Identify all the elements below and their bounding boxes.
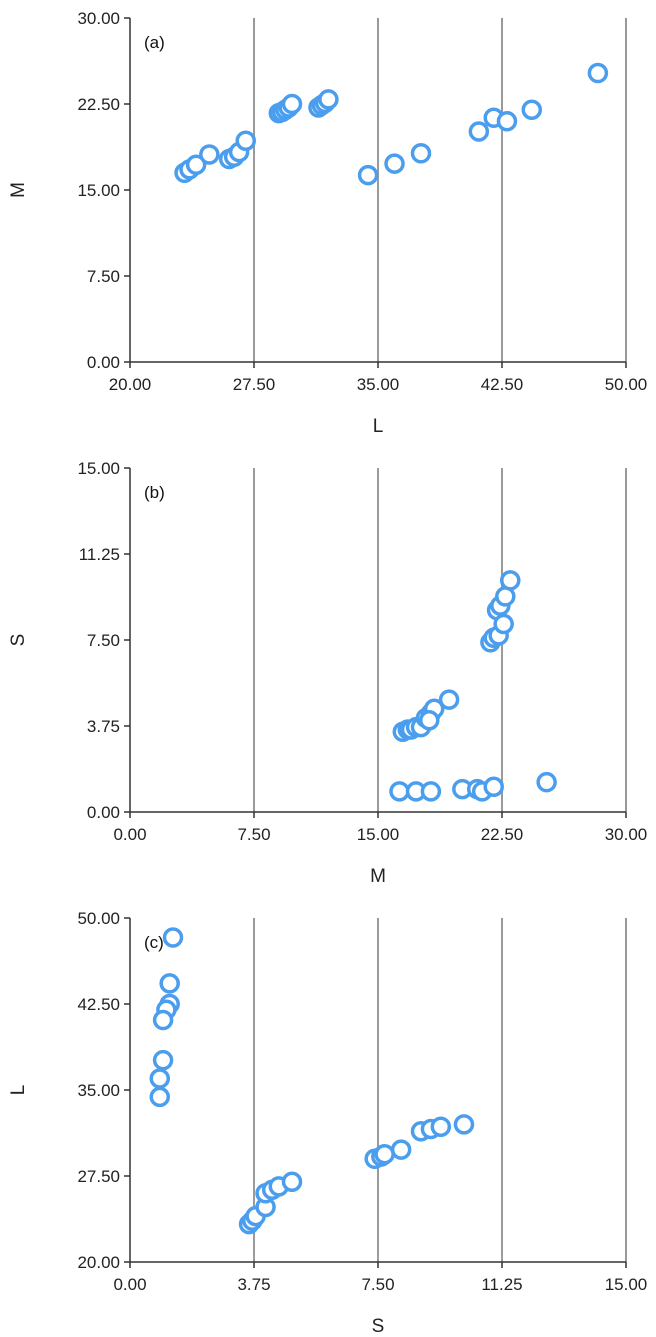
data-point: [152, 1049, 174, 1071]
chart-panel-1: 20.00 27.50 35.00 42.50 50.00 0.00 7.50 15.00 22…: [8, 9, 647, 437]
data-point: [587, 62, 609, 84]
y-tick-label: 11.25: [79, 545, 120, 564]
chart-panel-2: 0.00 7.50 15.00 22.50 30.00 0.00 3.75 7.50 11.25…: [8, 459, 647, 887]
y-tick-label: 0.00: [87, 803, 120, 822]
data-point: [384, 153, 405, 174]
y-tick-label: 42.50: [77, 995, 120, 1014]
data-point: [496, 110, 518, 132]
data-point: [419, 710, 440, 731]
data-point: [521, 99, 543, 120]
data-point: [159, 973, 180, 994]
x-tick-label: 30.00: [605, 825, 648, 844]
data-point: [152, 1009, 174, 1031]
x-axis-label: S: [372, 1316, 385, 1337]
data-point: [410, 143, 432, 164]
x-tick-label: 27.50: [233, 375, 276, 394]
y-axis-label: L: [8, 1085, 29, 1096]
x-tick-label: 42.50: [481, 375, 524, 394]
data-point: [199, 144, 220, 165]
panel-label: (b): [144, 483, 165, 502]
x-tick-label: 3.75: [237, 1275, 270, 1294]
x-axis-label: L: [373, 416, 384, 437]
y-tick-label: 22.50: [77, 95, 120, 114]
y-tick-label: 35.00: [77, 1081, 120, 1100]
y-tick-label: 50.00: [77, 909, 120, 928]
data-point: [374, 1143, 395, 1165]
y-tick-label: 7.50: [87, 631, 120, 650]
x-tick-label: 11.25: [481, 1275, 522, 1294]
data-point: [235, 130, 256, 151]
data-point: [185, 154, 207, 176]
y-tick-label: 30.00: [77, 9, 120, 28]
data-point: [281, 1171, 303, 1192]
x-tick-label: 15.00: [357, 825, 400, 844]
data-point: [500, 570, 521, 591]
panel-label: (a): [144, 33, 165, 52]
data-point: [149, 1068, 171, 1089]
x-tick-label: 0.00: [113, 825, 146, 844]
data-point: [281, 93, 303, 115]
x-tick-label: 50.00: [605, 375, 648, 394]
data-point: [493, 613, 514, 635]
y-axis-label: S: [8, 634, 29, 647]
x-tick-label: 35.00: [357, 375, 400, 394]
data-point: [389, 781, 410, 802]
chart-panel-3: 0.00 3.75 7.50 11.25 15.00 20.00 27.50 35.00 42.…: [8, 909, 647, 1337]
data-point: [536, 771, 557, 793]
y-tick-label: 3.75: [87, 717, 120, 736]
y-tick-label: 20.00: [77, 1253, 120, 1272]
y-axis-label: M: [8, 182, 29, 198]
x-tick-label: 0.00: [113, 1275, 146, 1294]
y-tick-label: 27.50: [77, 1167, 120, 1186]
data-point: [318, 89, 339, 110]
x-tick-label: 20.00: [109, 375, 152, 394]
data-point: [420, 781, 442, 802]
data-point: [149, 1086, 171, 1108]
data-point: [483, 776, 504, 798]
data-point: [390, 1139, 412, 1160]
x-tick-label: 7.50: [361, 1275, 394, 1294]
y-tick-label: 15.00: [77, 459, 120, 478]
panel-label: (c): [144, 933, 164, 952]
y-tick-label: 0.00: [87, 353, 120, 372]
data-point: [453, 1114, 475, 1135]
data-point: [468, 121, 490, 142]
x-tick-label: 7.50: [237, 825, 270, 844]
y-tick-label: 15.00: [77, 181, 120, 200]
x-tick-label: 15.00: [605, 1275, 648, 1294]
x-axis-label: M: [370, 866, 386, 887]
data-point: [438, 689, 460, 710]
data-point: [162, 927, 184, 948]
y-tick-label: 7.50: [87, 267, 120, 286]
data-point: [430, 1116, 452, 1137]
x-tick-label: 22.50: [481, 825, 524, 844]
data-point: [357, 164, 379, 186]
